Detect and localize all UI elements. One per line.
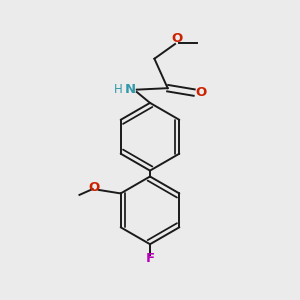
Text: N: N (125, 82, 136, 95)
Text: H: H (114, 82, 123, 95)
Text: F: F (146, 252, 154, 266)
Text: O: O (195, 86, 206, 99)
Text: O: O (88, 181, 100, 194)
Text: O: O (171, 32, 182, 46)
